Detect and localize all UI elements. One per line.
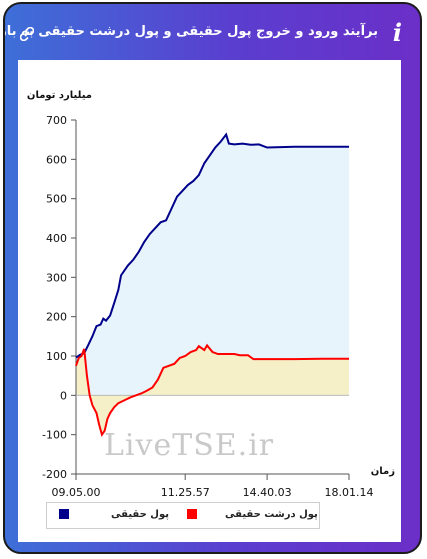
y-tick-label-3: 100: [46, 350, 67, 363]
legend-label-dorosht: پول درشت حقیقی: [225, 509, 318, 520]
x-tick-label-3: 18.01.14: [325, 486, 374, 499]
y-tick-label-5: 300: [46, 271, 67, 284]
y-tick-label-6: 400: [46, 232, 67, 245]
y-axis-label: میلیارد تومان: [27, 90, 92, 101]
y-tick-label-0: -200: [42, 468, 67, 481]
title-bar: i برآیند ورود و خروج پول حقیقی و پول درش…: [5, 4, 420, 62]
y-tick-label-8: 600: [46, 153, 67, 166]
legend-label-haghighi: پول حقیقی: [111, 509, 169, 520]
series-fill-0: [76, 134, 349, 396]
x-axis-label: زمان: [371, 466, 395, 477]
y-tick-label-2: 0: [60, 389, 67, 402]
y-tick-label-1: -100: [42, 429, 67, 442]
legend-swatch-dorosht: [187, 509, 197, 519]
series-line-0: [75, 132, 349, 359]
chart-title: برآیند ورود و خروج پول حقیقی و پول درشت …: [3, 24, 378, 39]
info-icon[interactable]: i: [392, 18, 402, 47]
y-tick-label-9: 700: [46, 114, 67, 127]
y-tick-label-7: 500: [46, 193, 67, 206]
x-tick-label-2: 14.40.03: [243, 486, 292, 499]
x-tick-label-1: 11.25.57: [161, 486, 210, 499]
link-icon[interactable]: [20, 27, 34, 41]
watermark: LiveTSE.ir: [104, 428, 275, 463]
legend-swatch-haghighi: [59, 509, 69, 519]
series-line-1: [75, 343, 349, 437]
series-fill-1: [76, 345, 349, 435]
legend: پول حقیقی پول درشت حقیقی: [46, 502, 320, 529]
x-tick-label-0: 09.05.00: [52, 486, 101, 499]
y-tick-label-4: 200: [46, 311, 67, 324]
